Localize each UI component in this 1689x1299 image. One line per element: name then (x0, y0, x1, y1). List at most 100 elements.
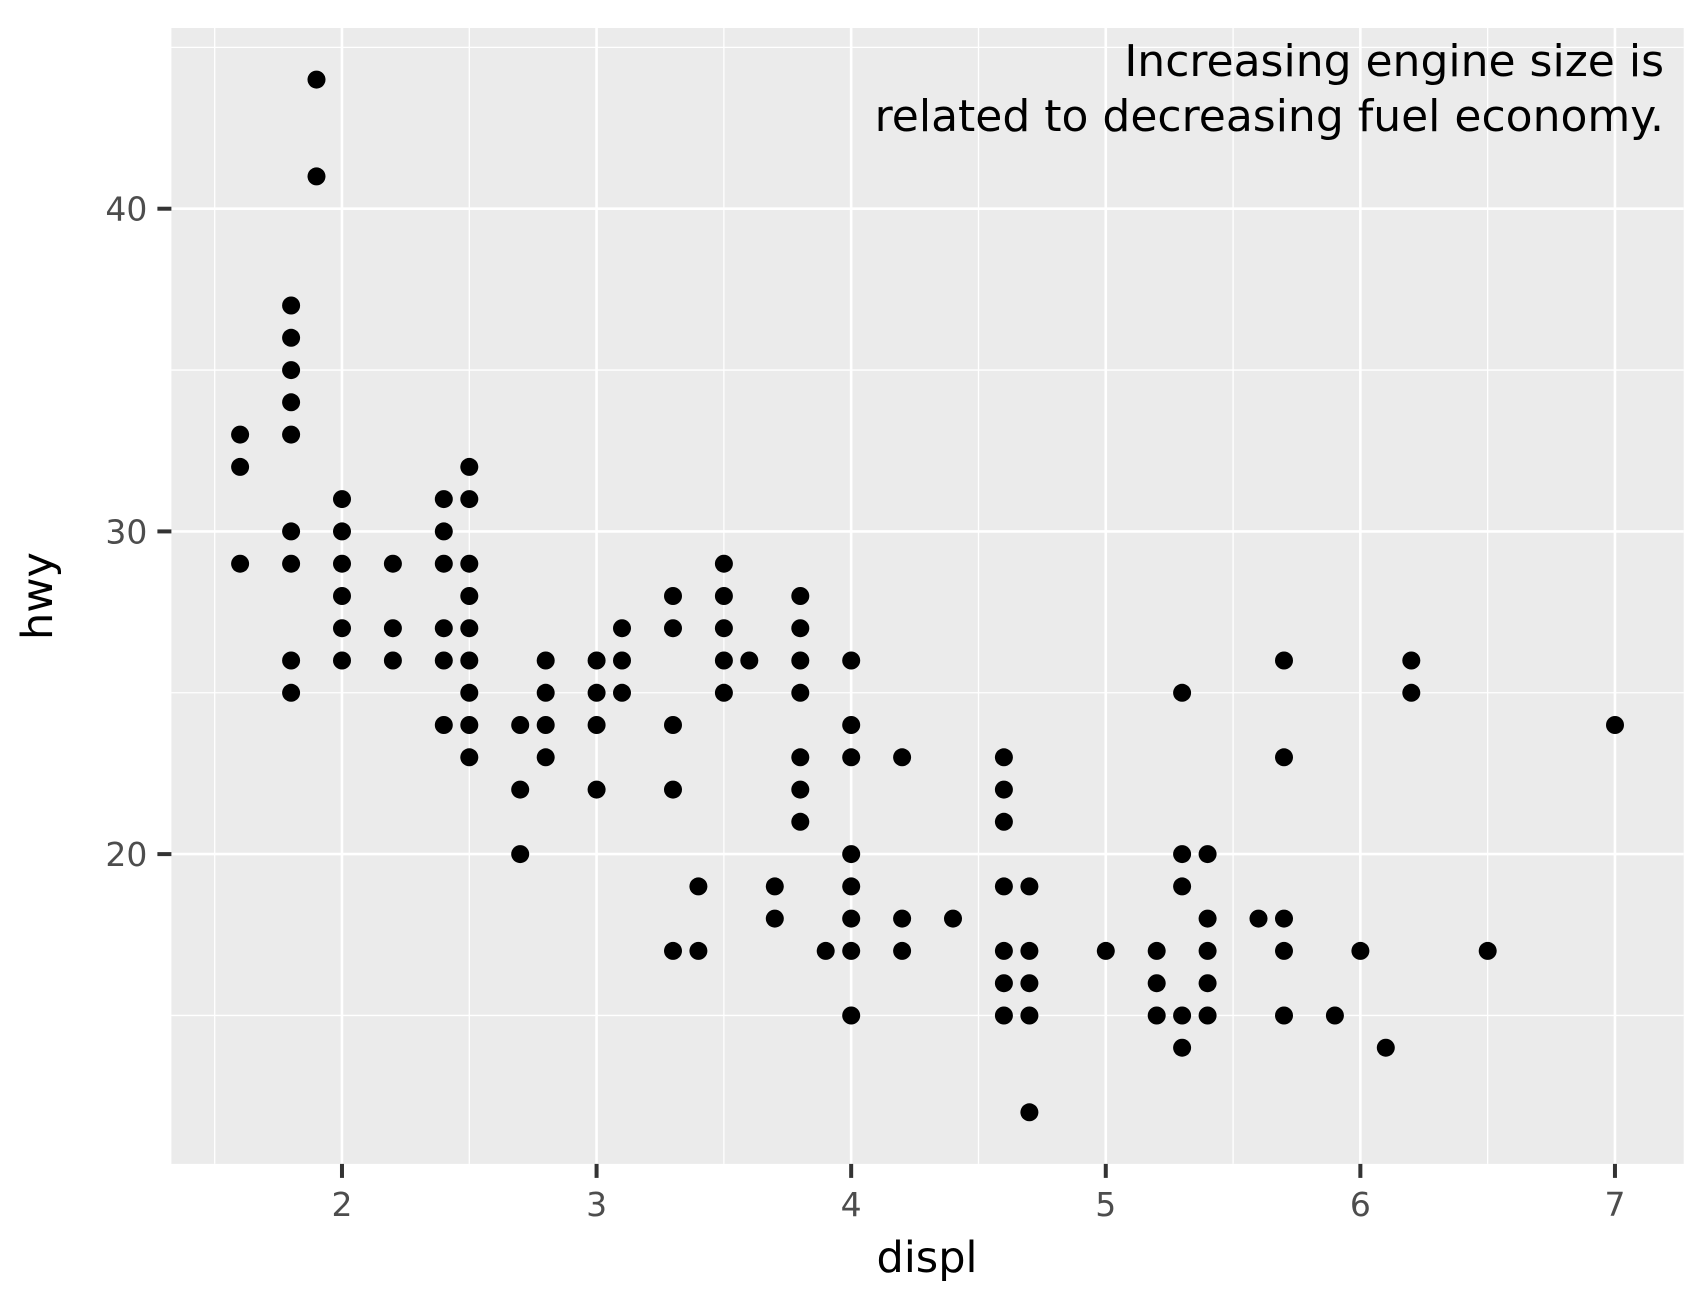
data-point (434, 651, 453, 670)
data-point (765, 909, 784, 928)
data-point (511, 716, 530, 734)
data-point (231, 554, 250, 573)
data-point (1096, 941, 1115, 960)
data-point (460, 716, 479, 734)
x-tick-label: 6 (1350, 1185, 1371, 1224)
data-point (434, 522, 453, 541)
data-point (587, 780, 606, 799)
data-point (994, 812, 1013, 831)
data-point (1478, 941, 1497, 960)
x-tick-label: 3 (586, 1185, 607, 1224)
annotation-line-2: related to decreasing fuel economy. (875, 91, 1664, 142)
data-point (1249, 909, 1268, 928)
data-point (282, 393, 301, 412)
data-point (994, 780, 1013, 799)
data-point (1173, 1006, 1192, 1025)
data-point (1173, 1038, 1192, 1057)
data-point (282, 328, 301, 347)
data-point (1020, 974, 1039, 993)
major-gridlines (171, 28, 1684, 1164)
data-point (1275, 748, 1293, 767)
data-point (1147, 974, 1166, 993)
data-point (893, 748, 912, 767)
data-point (1198, 845, 1217, 864)
data-point (1020, 1006, 1039, 1025)
data-point (434, 554, 453, 573)
data-point (791, 651, 810, 670)
data-point (460, 457, 479, 476)
data-point (282, 651, 301, 670)
data-point (460, 651, 479, 670)
data-point (282, 554, 301, 573)
x-axis-title: displ (877, 1233, 978, 1283)
data-point (1198, 941, 1217, 960)
data-point (689, 941, 708, 960)
data-point (994, 941, 1013, 960)
y-tick-label: 20 (105, 835, 147, 874)
data-point (383, 554, 402, 573)
data-point (714, 554, 733, 573)
data-point (689, 877, 708, 896)
data-point (740, 651, 759, 670)
data-point (333, 554, 351, 573)
data-point (994, 1006, 1013, 1025)
data-point (587, 651, 606, 670)
data-point (1376, 1038, 1395, 1057)
data-point (333, 522, 351, 541)
data-point (1606, 716, 1624, 734)
data-point (1198, 909, 1217, 928)
data-point (282, 683, 301, 702)
data-point (536, 748, 555, 767)
data-point (664, 619, 682, 638)
data-point (231, 457, 250, 476)
data-point (1147, 941, 1166, 960)
data-point (765, 877, 784, 896)
data-point (842, 845, 861, 864)
data-point (842, 877, 861, 896)
data-point (1402, 683, 1421, 702)
data-point (842, 1006, 861, 1025)
data-point (333, 619, 351, 638)
data-point (1351, 941, 1370, 960)
data-point (333, 490, 351, 509)
data-point (664, 587, 682, 605)
data-point (994, 877, 1013, 896)
data-point (613, 651, 631, 670)
minor-gridlines (171, 28, 1684, 1164)
data-point (613, 683, 631, 702)
data-point (1198, 974, 1217, 993)
data-point (613, 619, 631, 638)
x-tick-label: 2 (331, 1185, 352, 1224)
data-point (816, 941, 835, 960)
data-point (994, 748, 1013, 767)
y-axis-title: hwy (13, 552, 63, 640)
y-tick-label: 40 (105, 190, 147, 229)
data-point (714, 619, 733, 638)
data-point (1173, 683, 1192, 702)
data-point (791, 780, 810, 799)
data-point (1325, 1006, 1344, 1025)
data-point (307, 167, 326, 186)
data-point (333, 651, 351, 670)
data-point (1198, 1006, 1217, 1025)
x-tick-label: 4 (841, 1185, 862, 1224)
data-point (714, 587, 733, 605)
data-points-layer (231, 70, 1624, 1122)
data-point (714, 683, 733, 702)
data-point (893, 909, 912, 928)
data-point (434, 716, 453, 734)
data-point (1020, 1103, 1039, 1122)
data-point (664, 780, 682, 799)
data-point (1402, 651, 1421, 670)
data-point (791, 683, 810, 702)
data-point (536, 716, 555, 734)
data-point (842, 941, 861, 960)
y-axis-tick-labels: 20 30 40 (105, 190, 147, 874)
data-point (282, 425, 301, 444)
data-point (282, 522, 301, 541)
data-point (994, 974, 1013, 993)
data-point (587, 683, 606, 702)
data-point (1173, 845, 1192, 864)
data-point (434, 490, 453, 509)
data-point (664, 941, 682, 960)
